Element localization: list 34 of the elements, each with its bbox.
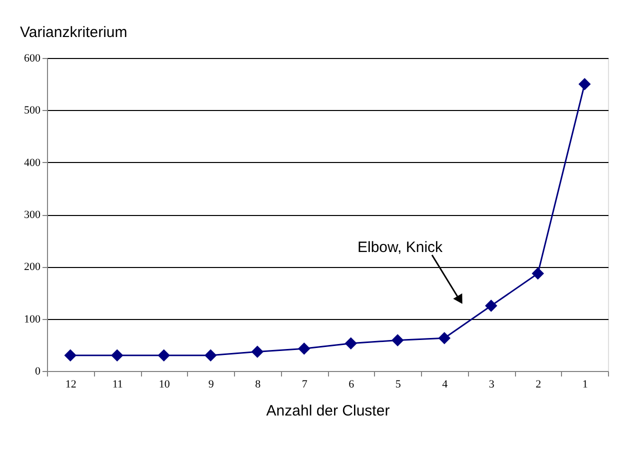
x-tick-label: 10 [158,378,170,390]
x-tick-label: 9 [208,378,214,390]
x-tick-label: 3 [488,378,495,390]
x-tick-label: 6 [348,378,355,390]
y-tick-label: 100 [24,313,41,326]
x-tick-label: 5 [395,378,402,390]
y-tick-label: 200 [24,261,41,274]
point [64,349,76,362]
annotation: Elbow, Knick [357,239,444,256]
point [485,300,498,312]
point [111,349,124,362]
y-tick-label: 300 [24,209,41,221]
point [392,334,404,346]
x-tick-label: 1 [582,378,588,390]
x-tick-label: 7 [302,378,308,390]
y-tick-label: 500 [24,104,41,117]
y-tick-label: 400 [24,156,41,169]
x-tick-label: 11 [112,378,123,390]
x-axis-title: Anzahl der Cluster [266,402,390,420]
point [158,349,170,362]
point [251,346,264,358]
point [438,332,450,344]
x-tick-label: 8 [255,378,262,390]
point [298,342,310,355]
point [344,337,357,350]
y-tick-label: 0 [35,366,41,378]
chart-title: Varianzkriterium [20,24,128,41]
point [204,349,217,362]
point [532,267,544,280]
x-tick-label: 12 [65,378,76,390]
x-tick-label: 4 [442,378,448,390]
point [578,78,591,90]
y-tick-label: 600 [24,52,41,64]
x-tick-label: 2 [536,378,542,390]
